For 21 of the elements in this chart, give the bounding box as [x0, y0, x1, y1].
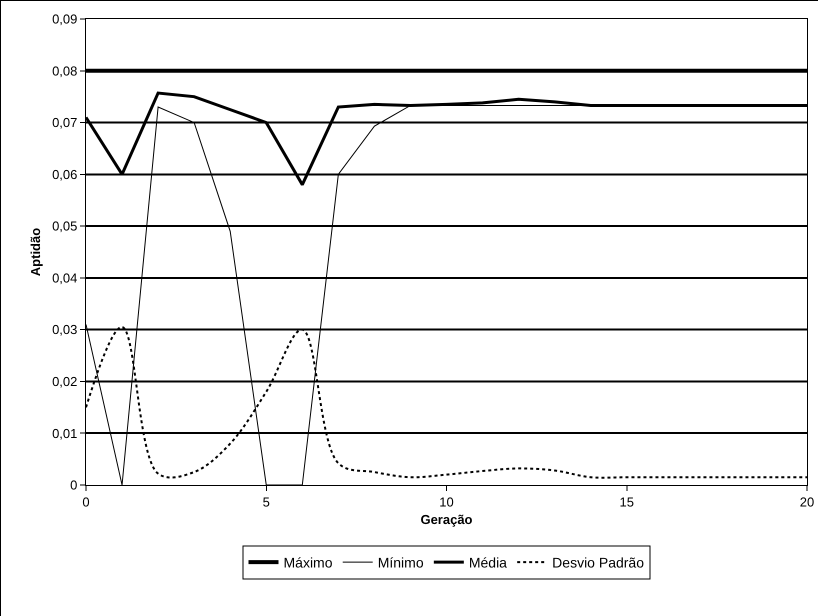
y-tick-label: 0 [70, 478, 78, 493]
y-tick-label: 0,06 [52, 166, 78, 182]
x-tick-label: 5 [262, 494, 270, 510]
x-tick-label: 20 [800, 494, 814, 510]
y-tick-label: 0,09 [52, 12, 78, 27]
y-tick-label: 0,08 [52, 63, 78, 78]
y-tick-label: 0,04 [52, 270, 78, 286]
y-tick-label: 0,03 [52, 322, 78, 338]
legend-label: Mínimo [378, 554, 424, 571]
y-tick-label: 0,07 [52, 115, 78, 130]
y-axis-title: Aptidão [28, 228, 44, 276]
x-tick-label: 0 [82, 494, 90, 510]
legend-label: Desvio Padrão [552, 554, 644, 571]
y-tick-label: 0,05 [52, 218, 78, 234]
x-tick-label: 10 [439, 494, 454, 510]
y-tick-label: 0,02 [52, 374, 78, 389]
legend-label: Média [468, 554, 508, 571]
y-tick-label: 0,01 [52, 426, 78, 441]
legend-label: Máximo [284, 554, 333, 571]
x-axis-title: Geração [420, 512, 473, 528]
x-tick-label: 15 [620, 494, 634, 510]
